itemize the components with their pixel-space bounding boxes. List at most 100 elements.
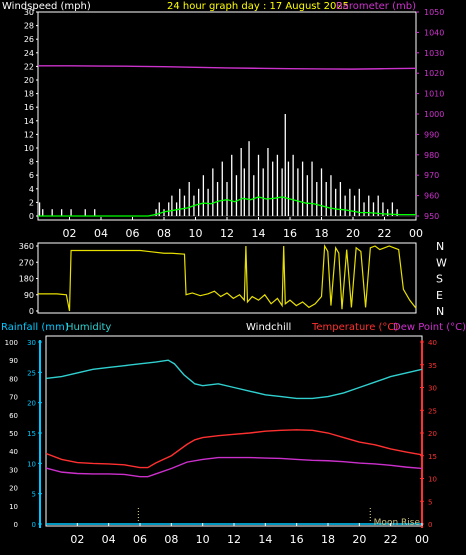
humidity-tick-label: 100	[5, 339, 18, 347]
temperature-line	[45, 429, 423, 469]
wind-tick-label: 2	[29, 198, 34, 207]
rainfall-tick-label: 10	[27, 460, 36, 468]
barometer-tick-label: 1040	[424, 28, 444, 37]
barometer-tick-label: 970	[424, 171, 439, 180]
temperature-xtick-label: 14	[258, 533, 272, 546]
compass-label: N	[436, 240, 444, 253]
barometer-tick-label: 960	[424, 192, 439, 201]
wind-xtick-label: 22	[378, 227, 392, 240]
wind-tick-label: 26	[24, 35, 34, 44]
wind-xtick-label: 18	[315, 227, 329, 240]
humidity-tick-label: 80	[9, 375, 18, 383]
rainfall-tick-label: 15	[27, 430, 36, 438]
dewpoint-label: Dew Point (°C)	[393, 322, 466, 333]
temperature-xtick-label: 06	[133, 533, 147, 546]
barometer-line	[38, 65, 417, 70]
wind-average-line	[38, 196, 416, 217]
event-markers	[137, 508, 371, 523]
wind-xtick-label: 02	[63, 227, 77, 240]
humidity-tick-label: 10	[9, 503, 18, 511]
compass-label: N	[436, 305, 444, 318]
wind-xtick-label: 14	[252, 227, 266, 240]
humidity-axis: 0 10 20 30 40 50 60 70 80 90 100	[5, 339, 18, 529]
wind-tick-label: 30	[24, 8, 34, 17]
barometer-tick-label: 1050	[424, 8, 444, 17]
humidity-label: Humidity	[66, 322, 111, 333]
temperature-xtick-label: 10	[196, 533, 210, 546]
wind-tick-label: 14	[24, 117, 34, 126]
wind-xtick-label: 16	[283, 227, 297, 240]
direction-line	[38, 243, 417, 312]
temperature-xtick-label: 02	[70, 533, 84, 546]
direction-plot-frame	[37, 242, 417, 314]
temperature-xtick-label: 20	[352, 533, 366, 546]
wind-tick-label: 8	[29, 158, 34, 167]
graph-title: 24 hour graph day : 17 August 2025	[167, 1, 349, 12]
wind-xtick-label: 12	[220, 227, 234, 240]
direction-tick-label: 360	[19, 242, 34, 251]
direction-axis: 0 90 180 270 360	[19, 242, 38, 316]
temperature-xtick-label: 08	[164, 533, 178, 546]
temperature-tick-label: 40	[428, 339, 437, 347]
temperature-tick-label: 25	[428, 407, 437, 415]
temperature-xtick-label: 00	[415, 533, 429, 546]
wind-gust-series	[38, 114, 398, 216]
temperature-xtick-label: 12	[227, 533, 241, 546]
wind-xtick-label: 00	[409, 227, 423, 240]
rainfall-tick-label: 25	[27, 369, 36, 377]
temperature-tick-label: 20	[428, 430, 437, 438]
wind-tick-label: 24	[24, 49, 34, 58]
compass-label: E	[436, 289, 443, 302]
wind-time-axis: 02 04 06 08 10 12 14 16 18 20 22 00	[63, 227, 424, 240]
temperature-xtick-label: 04	[102, 533, 116, 546]
compass-label: S	[436, 273, 443, 286]
temperature-time-axis: 02 04 06 08 10 12 14 16 18 20 22 00	[70, 523, 429, 546]
dewpoint-line	[45, 456, 423, 478]
rainfall-label: Rainfall (mm)	[1, 322, 69, 333]
humidity-line	[45, 359, 423, 400]
rainfall-tick-label: 30	[27, 339, 36, 347]
temperature-xtick-label: 18	[321, 533, 335, 546]
wind-xtick-label: 06	[126, 227, 140, 240]
temperature-tick-label: 30	[428, 385, 437, 393]
temperature-axis: 0 5 10 15 20 25 30 35 40	[420, 339, 437, 529]
wind-tick-label: 10	[24, 144, 34, 153]
wind-tick-label: 12	[24, 130, 34, 139]
temperature-tick-label: 10	[428, 476, 437, 484]
temperature-plot-frame	[45, 335, 423, 527]
direction-tick-label: 0	[29, 307, 34, 316]
barometer-label: Barometer (mb)	[336, 1, 416, 12]
humidity-tick-label: 50	[9, 430, 18, 438]
barometer-tick-label: 990	[424, 130, 439, 139]
direction-tick-label: 180	[19, 275, 34, 284]
wind-tick-label: 20	[24, 76, 34, 85]
rainfall-tick-label: 20	[27, 400, 36, 408]
windspeed-label: Windspeed (mph)	[2, 1, 91, 12]
barometer-tick-label: 980	[424, 151, 439, 160]
humidity-tick-label: 30	[9, 466, 18, 474]
direction-tick-label: 270	[19, 258, 34, 267]
temperature-tick-label: 15	[428, 453, 437, 461]
temperature-tick-label: 5	[428, 498, 432, 506]
temperature-tick-label: 35	[428, 362, 437, 370]
temperature-xtick-label: 22	[384, 533, 398, 546]
moon-rise-label: Moon Rise	[374, 518, 421, 528]
wind-tick-label: 28	[24, 22, 34, 31]
temperature-label: Temperature (°C)	[311, 322, 398, 333]
wind-tick-label: 6	[29, 171, 34, 180]
humidity-tick-label: 70	[9, 394, 18, 402]
barometer-tick-label: 1010	[424, 90, 444, 99]
rainfall-axis: 0 5 10 15 20 25 30	[27, 339, 42, 529]
wind-xtick-label: 10	[189, 227, 203, 240]
temperature-xtick-label: 16	[290, 533, 304, 546]
temperature-tick-label: 0	[428, 521, 432, 529]
barometer-axis: 950 960 970 980 990 1000 1010 1020 1030 1040 1050	[416, 8, 444, 221]
barometer-tick-label: 1020	[424, 69, 444, 78]
humidity-tick-label: 90	[9, 357, 18, 365]
wind-tick-label: 18	[24, 90, 34, 99]
wind-tick-label: 4	[29, 185, 34, 194]
wind-xtick-label: 20	[346, 227, 360, 240]
wind-tick-label: 16	[24, 103, 34, 112]
